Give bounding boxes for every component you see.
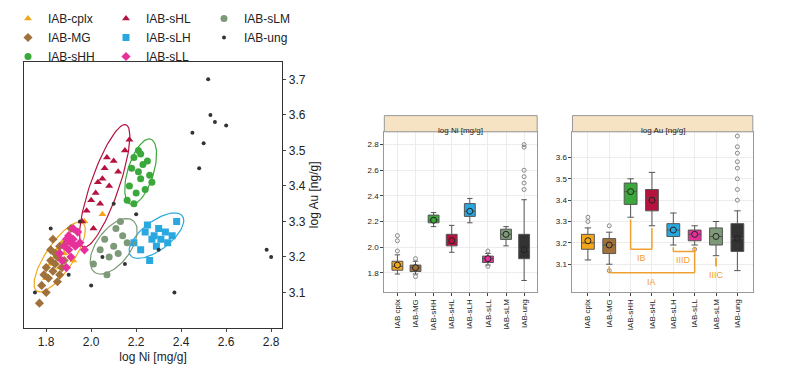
svg-text:2.8: 2.8 (368, 140, 380, 149)
svg-text:IAB-MG: IAB-MG (411, 299, 420, 327)
svg-text:3.3: 3.3 (289, 215, 306, 229)
svg-text:IAB-sHL: IAB-sHL (648, 299, 657, 329)
svg-text:2.2: 2.2 (368, 217, 380, 226)
svg-text:IAB-sHL: IAB-sHL (146, 12, 191, 26)
svg-text:1.8: 1.8 (38, 335, 55, 349)
svg-text:IAB-sHH: IAB-sHH (429, 299, 438, 330)
svg-text:IAB-sLL: IAB-sLL (690, 299, 699, 328)
svg-text:IA: IA (647, 277, 656, 287)
svg-text:log Ni [mg/g]: log Ni [mg/g] (438, 126, 483, 135)
svg-text:2.0: 2.0 (83, 335, 100, 349)
svg-text:2.4: 2.4 (368, 192, 380, 201)
svg-text:IIIC: IIIC (709, 270, 724, 280)
svg-text:IAB-MG: IAB-MG (605, 299, 614, 327)
svg-text:IAB-sHH: IAB-sHH (48, 50, 95, 64)
svg-text:1.8: 1.8 (368, 269, 380, 278)
svg-text:IAB-sLM: IAB-sLM (244, 12, 290, 26)
svg-text:2.6: 2.6 (218, 335, 235, 349)
svg-text:3.5: 3.5 (289, 144, 306, 158)
svg-text:IAB-MG: IAB-MG (48, 31, 91, 45)
svg-text:IAB-sHH: IAB-sHH (626, 299, 635, 330)
svg-text:IAB-sLH: IAB-sLH (669, 299, 678, 329)
svg-text:IAB-cplx: IAB-cplx (48, 12, 93, 26)
svg-text:IAB-sLL: IAB-sLL (484, 299, 493, 328)
svg-text:3.7: 3.7 (289, 73, 306, 87)
svg-text:3.4: 3.4 (289, 179, 306, 193)
svg-text:IIID: IIID (676, 255, 691, 265)
svg-text:3.6: 3.6 (289, 108, 306, 122)
svg-text:3.1: 3.1 (289, 286, 306, 300)
svg-text:3.2: 3.2 (289, 250, 306, 264)
svg-text:3.2: 3.2 (556, 239, 568, 248)
svg-text:IAB-sHL: IAB-sHL (447, 299, 456, 329)
svg-text:3.3: 3.3 (556, 217, 568, 226)
svg-text:3.6: 3.6 (556, 153, 568, 162)
svg-text:IAB-sLL: IAB-sLL (146, 50, 189, 64)
svg-text:3.4: 3.4 (556, 196, 568, 205)
svg-text:3.5: 3.5 (556, 175, 568, 184)
svg-text:IAB cplx: IAB cplx (393, 299, 402, 328)
svg-text:IAB-sLM: IAB-sLM (712, 299, 721, 330)
svg-text:IAB-sLH: IAB-sLH (146, 31, 191, 45)
svg-text:IAB cplx: IAB cplx (584, 299, 593, 328)
svg-text:2.2: 2.2 (128, 335, 145, 349)
svg-text:IB: IB (637, 253, 646, 263)
svg-text:log Au [ng/g]: log Au [ng/g] (307, 161, 321, 228)
svg-text:IAB-ung: IAB-ung (520, 299, 529, 328)
svg-text:log Ni [mg/g]: log Ni [mg/g] (119, 350, 186, 364)
svg-text:2.6: 2.6 (368, 166, 380, 175)
svg-text:2.0: 2.0 (368, 243, 380, 252)
svg-text:3.1: 3.1 (556, 260, 568, 269)
svg-text:2.8: 2.8 (263, 335, 280, 349)
svg-text:log Au [ng/g]: log Au [ng/g] (641, 126, 685, 135)
svg-text:IAB-sLM: IAB-sLM (502, 299, 511, 330)
svg-text:2.4: 2.4 (173, 335, 190, 349)
svg-text:IAB-sLH: IAB-sLH (465, 299, 474, 329)
svg-text:IAB-ung: IAB-ung (733, 299, 742, 328)
svg-text:IAB-ung: IAB-ung (244, 31, 287, 45)
